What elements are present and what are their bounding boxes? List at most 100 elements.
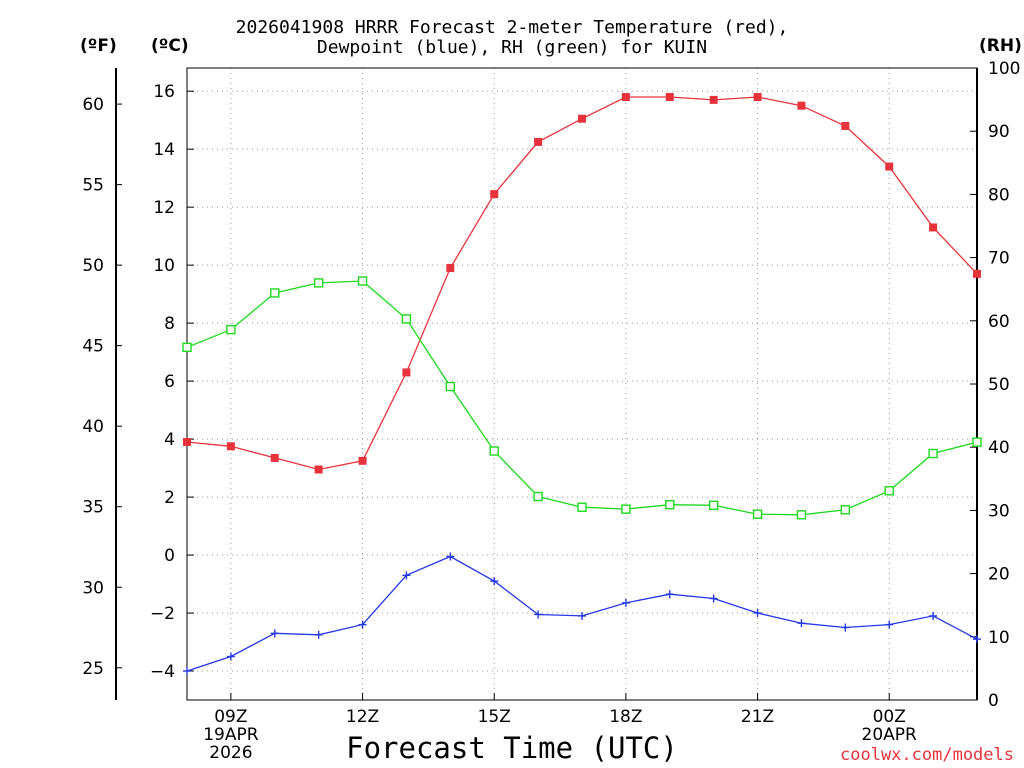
- rh-tick-label: 100: [988, 59, 1020, 79]
- x-tick-label: 19APR: [203, 725, 259, 745]
- rh-tick-label: 50: [988, 375, 1010, 395]
- rh-tick-label: 70: [988, 249, 1010, 269]
- temperature-line: [186, 96, 978, 471]
- rh-point: [665, 500, 675, 510]
- celsius-tick-label: 8: [164, 314, 175, 334]
- dewpoint-point: [226, 652, 235, 661]
- rh-point: [489, 446, 499, 456]
- celsius-tick-label: −4: [150, 662, 175, 682]
- rh-point: [357, 276, 368, 286]
- dewpoint-point: [314, 630, 323, 639]
- rh-line: [186, 280, 978, 516]
- source-credit-link[interactable]: coolwx.com/models: [840, 745, 1014, 765]
- plot-frame: [186, 67, 978, 701]
- temperature-point: [797, 101, 806, 110]
- x-tick-label: 18Z: [609, 707, 642, 727]
- temperature-point: [226, 442, 235, 451]
- rh-tick-label: 80: [988, 185, 1010, 205]
- celsius-unit-label: (ºC): [151, 36, 189, 56]
- dewpoint-point: [183, 667, 191, 676]
- rh-point: [928, 448, 938, 459]
- dewpoint-point: [621, 598, 630, 607]
- temperature-point: [753, 92, 762, 101]
- dewpoint-point: [885, 620, 894, 629]
- fahrenheit-tick-label: 45: [82, 337, 104, 357]
- celsius-tick-label: 6: [164, 372, 175, 392]
- x-tick-label: 15Z: [478, 707, 511, 727]
- temperature-point: [402, 368, 411, 377]
- temperature-point: [621, 92, 630, 101]
- x-tick-label: 20APR: [862, 725, 918, 745]
- rh-tick-label: 0: [988, 691, 999, 711]
- chart-title-line-1: 2026041908 HRRR Forecast 2-meter Tempera…: [235, 17, 789, 38]
- celsius-tick-label: 2: [164, 488, 175, 508]
- dewpoint-point: [534, 610, 543, 619]
- x-tick-label: 21Z: [741, 707, 774, 727]
- rh-point: [182, 342, 192, 353]
- axes: 25 30 35 40 45 50 55 60 −4 −2 0 2 4 6 8 10 12 14 16 0 10 20 30…: [82, 59, 1020, 763]
- dewpoint-point: [841, 623, 850, 632]
- fahrenheit-tick-label: 30: [82, 578, 104, 598]
- temperature-point: [490, 190, 499, 199]
- dewpoint-series: [183, 552, 981, 676]
- temperature-point: [578, 114, 586, 123]
- temperature-point: [885, 162, 894, 171]
- temperature-point: [973, 269, 981, 278]
- dewpoint-point: [446, 552, 455, 561]
- rh-point: [884, 486, 894, 496]
- rh-point: [840, 505, 851, 515]
- rh-point: [270, 288, 280, 298]
- rh-point: [226, 324, 236, 335]
- temperature-point: [270, 453, 279, 462]
- celsius-tick-label: 14: [153, 140, 175, 160]
- x-axis-title: Forecast Time (UTC): [346, 731, 678, 765]
- grid-lines: [187, 68, 977, 700]
- rh-point: [708, 500, 719, 511]
- temperature-point: [358, 456, 367, 465]
- rh-point: [752, 509, 763, 519]
- fahrenheit-tick-label: 55: [82, 176, 104, 196]
- rh-point: [401, 314, 412, 324]
- temperature-point: [929, 223, 938, 232]
- temperature-point: [446, 264, 455, 273]
- temperature-point: [665, 92, 674, 101]
- rh-unit-label: (RH): [979, 36, 1022, 56]
- x-tick-label: 2026: [209, 743, 252, 763]
- rh-tick-label: 40: [988, 438, 1010, 458]
- data-series: [182, 92, 982, 676]
- dewpoint-point: [358, 620, 367, 629]
- temperature-point: [841, 121, 850, 130]
- rh-tick-label: 20: [988, 565, 1010, 585]
- rh-tick-label: 30: [988, 501, 1010, 521]
- fahrenheit-tick-label: 35: [82, 498, 104, 518]
- celsius-tick-label: −2: [150, 604, 175, 624]
- temperature-point: [183, 437, 191, 446]
- dewpoint-point: [402, 571, 411, 580]
- rh-point: [621, 504, 631, 514]
- chart-title-line-2: Dewpoint (blue), RH (green) for KUIN: [316, 37, 708, 58]
- celsius-tick-label: 0: [164, 546, 175, 566]
- fahrenheit-tick-label: 40: [82, 417, 104, 437]
- dewpoint-point: [929, 611, 938, 620]
- fahrenheit-tick-label: 25: [82, 659, 104, 679]
- rh-point: [796, 510, 807, 520]
- rh-point: [533, 491, 543, 502]
- x-tick-label: 00Z: [873, 707, 906, 727]
- temperature-point: [314, 465, 323, 474]
- rh-point: [313, 278, 324, 288]
- x-tick-label: 12Z: [346, 707, 379, 727]
- temperature-point: [709, 95, 718, 104]
- celsius-tick-label: 16: [153, 82, 175, 102]
- dewpoint-point: [753, 609, 762, 618]
- rh-tick-label: 90: [988, 122, 1010, 142]
- temperature-series: [183, 92, 981, 474]
- celsius-tick-label: 4: [164, 430, 175, 450]
- fahrenheit-tick-label: 60: [82, 95, 104, 115]
- dewpoint-point: [797, 619, 806, 628]
- celsius-tick-label: 12: [153, 198, 175, 218]
- temperature-point: [534, 137, 543, 146]
- rh-series: [182, 276, 982, 520]
- fahrenheit-tick-label: 50: [82, 256, 104, 276]
- rh-tick-label: 60: [988, 312, 1010, 332]
